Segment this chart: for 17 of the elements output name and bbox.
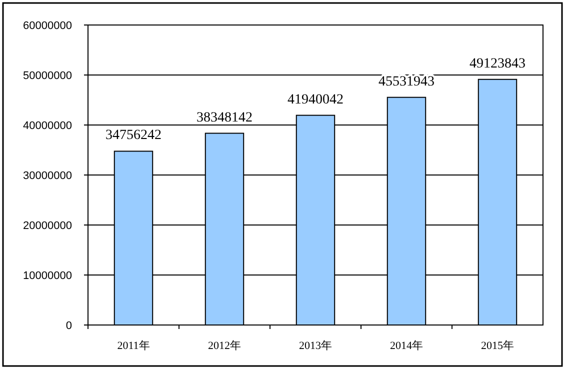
y-tick-label: 50000000	[23, 70, 72, 82]
x-tick-label: 2013年	[299, 340, 332, 352]
x-tick-label: 2014年	[390, 340, 423, 352]
y-tick-label: 30000000	[23, 170, 72, 182]
y-tick-label: 20000000	[23, 220, 72, 232]
x-tick-label: 2012年	[208, 340, 241, 352]
data-label: 38348142	[196, 110, 252, 126]
x-tick-label: 2011年	[117, 340, 150, 352]
y-tick-label: 60000000	[23, 20, 72, 32]
y-tick-label: 40000000	[23, 120, 72, 132]
y-tick-label: 0	[66, 320, 72, 332]
x-tick-label: 2015年	[481, 340, 514, 352]
data-label: 45531943	[378, 74, 434, 90]
data-label: 49123843	[470, 56, 526, 72]
y-tick-label: 10000000	[23, 270, 72, 282]
data-label: 34756242	[106, 128, 162, 144]
data-label: 41940042	[288, 92, 344, 108]
